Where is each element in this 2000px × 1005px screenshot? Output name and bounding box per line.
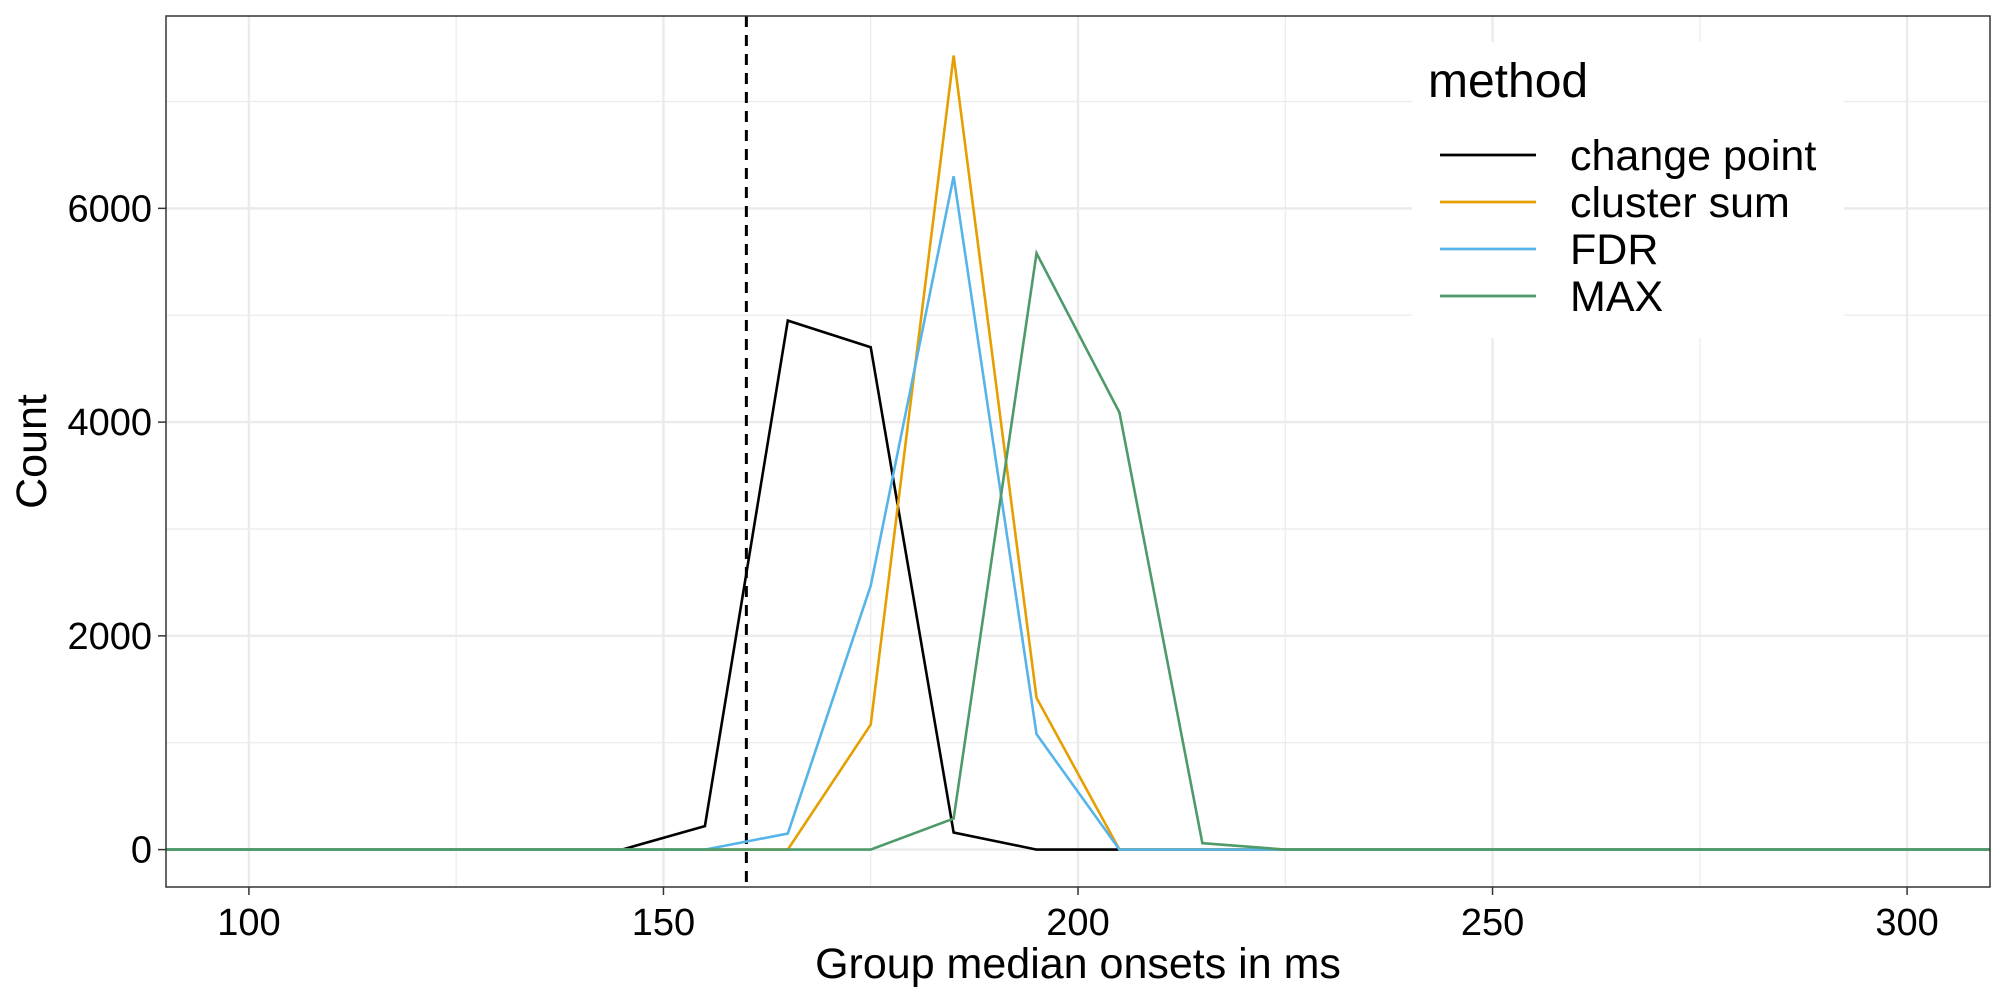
y-tick-label: 2000 xyxy=(67,616,152,658)
legend-label-cluster-sum: cluster sum xyxy=(1570,179,1790,227)
y-tick-label: 6000 xyxy=(67,188,152,230)
x-tick-label: 200 xyxy=(1046,902,1109,944)
x-tick-label: 250 xyxy=(1461,902,1524,944)
x-tick-label: 150 xyxy=(632,902,695,944)
axes: 100 150 200 250 300 0 2000 4000 6000 xyxy=(67,188,1938,944)
series-line-max xyxy=(166,249,1990,851)
legend-label-max: MAX xyxy=(1570,273,1663,321)
x-tick-label: 300 xyxy=(1875,902,1938,944)
x-axis-title: Group median onsets in ms xyxy=(815,940,1341,988)
legend-background xyxy=(1412,42,1844,338)
x-tick-label: 100 xyxy=(217,902,280,944)
legend-title: method xyxy=(1428,55,1588,108)
y-tick-label: 0 xyxy=(131,830,152,872)
y-tick-label: 4000 xyxy=(67,402,152,444)
y-axis-title: Count xyxy=(8,394,56,509)
legend-label-fdr: FDR xyxy=(1570,226,1658,274)
series-lines xyxy=(166,55,1990,851)
legend-label-change-point: change point xyxy=(1570,132,1816,180)
